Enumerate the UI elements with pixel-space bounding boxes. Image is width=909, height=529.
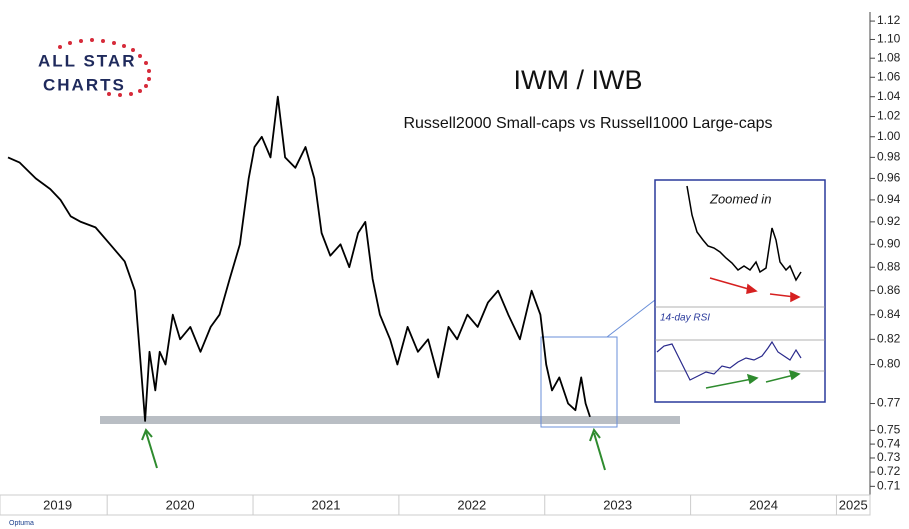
x-tick-label: 2020 — [166, 497, 195, 512]
arrows — [141, 427, 606, 471]
zoom-box — [540, 336, 618, 428]
support-band — [100, 416, 680, 424]
y-tick-label: 0.74 — [877, 436, 901, 450]
inset: Zoomed in 14-day RSI — [654, 179, 826, 403]
y-tick-label: 0.98 — [877, 150, 901, 164]
y-tick-label: 0.84 — [877, 307, 901, 321]
x-tick-label: 2022 — [457, 497, 486, 512]
y-tick-label: 1.10 — [877, 32, 901, 46]
watermark: Optuma — [9, 520, 34, 527]
year-strip — [0, 494, 871, 516]
y-tick-label: 0.92 — [877, 214, 901, 228]
y-tick-label: 0.73 — [877, 450, 901, 464]
y-tick-label: 0.90 — [877, 236, 901, 250]
y-tick-label: 0.72 — [877, 464, 901, 478]
chart-subtitle: Russell2000 Small-caps vs Russell1000 La… — [403, 115, 772, 132]
x-tick-label: 2023 — [603, 497, 632, 512]
x-tick-label: 2024 — [749, 497, 778, 512]
y-tick-label: 0.77 — [877, 396, 901, 410]
logo-line2: CHARTS — [43, 75, 126, 94]
logo-line1: ALL STAR — [38, 51, 136, 70]
logo-stars — [58, 38, 151, 97]
y-tick-label: 0.80 — [877, 357, 901, 371]
x-tick-label: 2025 — [839, 497, 868, 512]
y-tick-label: 0.94 — [877, 192, 901, 206]
y-tick-label: 0.96 — [877, 171, 901, 185]
zoom-connector — [606, 299, 656, 338]
y-tick-label: 1.00 — [877, 129, 901, 143]
chart-title: IWM / IWB — [514, 65, 643, 95]
y-tick-label: 0.88 — [877, 259, 901, 273]
y-tick-label: 1.02 — [877, 109, 901, 123]
price-line — [7, 95, 591, 422]
inset-title: Zoomed in — [709, 191, 771, 206]
y-tick-label: 0.71 — [877, 479, 901, 493]
y-tick-label: 1.12 — [877, 13, 901, 27]
inset-rsi-label: 14-day RSI — [660, 313, 710, 324]
y-tick-label: 0.75 — [877, 423, 901, 437]
y-tick-label: 1.08 — [877, 50, 901, 64]
y-tick-label: 1.04 — [877, 89, 901, 103]
x-tick-label: 2021 — [312, 497, 341, 512]
x-tick-label: 2019 — [43, 497, 72, 512]
y-tick-label: 0.82 — [877, 331, 901, 345]
y-tick-label: 0.86 — [877, 283, 901, 297]
y-tick-label: 1.06 — [877, 69, 901, 83]
